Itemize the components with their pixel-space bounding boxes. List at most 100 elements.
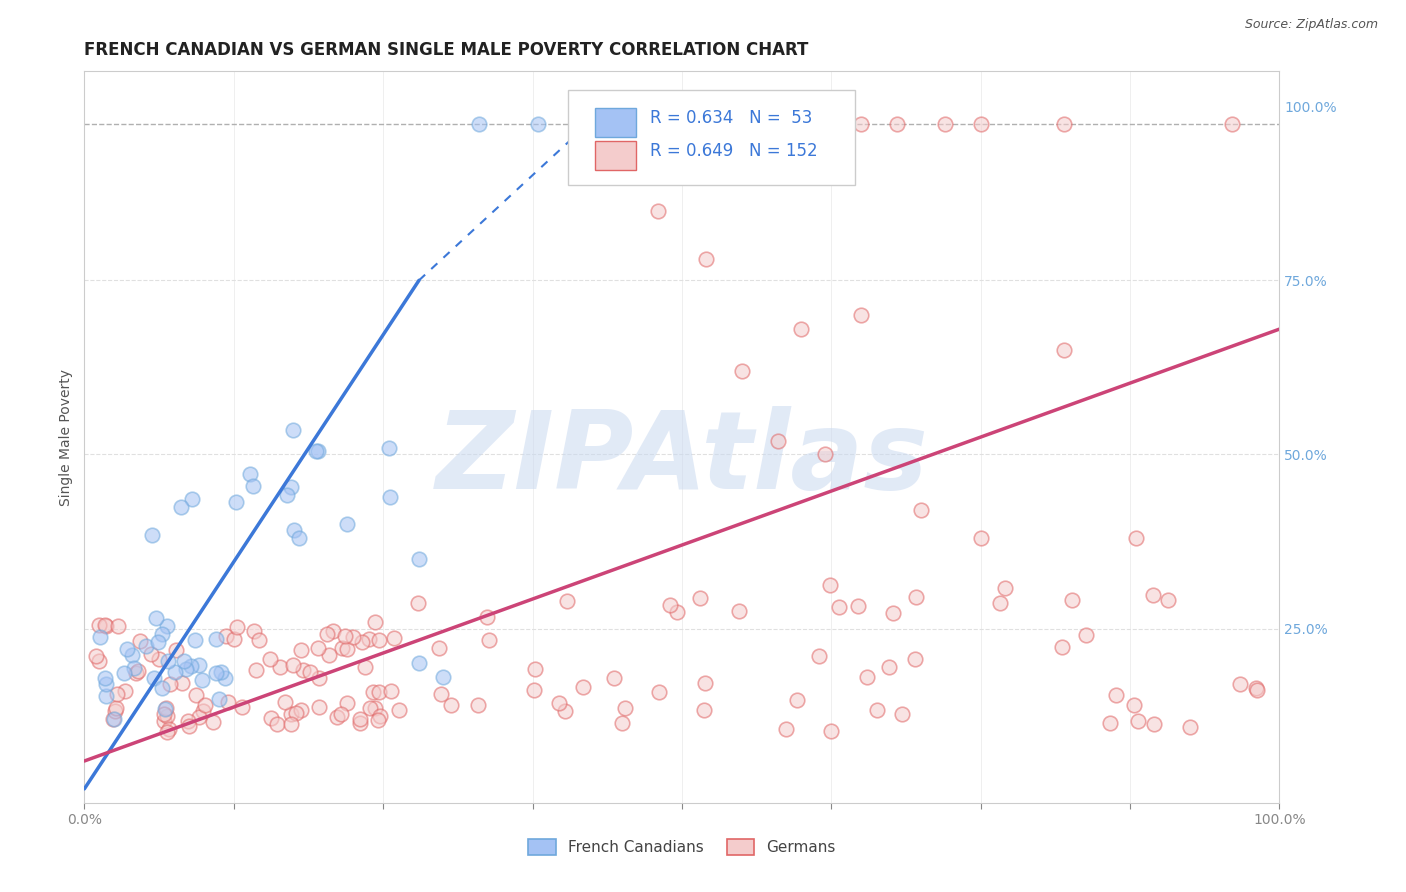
Point bbox=[326, 710, 349, 724]
Point bbox=[215, 629, 238, 643]
Point bbox=[370, 709, 392, 723]
Text: R = 0.634   N =  53: R = 0.634 N = 53 bbox=[650, 110, 813, 128]
Point bbox=[174, 662, 197, 676]
Point bbox=[775, 722, 797, 736]
Point bbox=[1229, 677, 1251, 691]
Point bbox=[225, 495, 247, 509]
Point bbox=[94, 618, 117, 632]
Point bbox=[524, 662, 547, 676]
Point bbox=[222, 632, 245, 646]
Point bbox=[336, 696, 359, 710]
Point bbox=[290, 642, 312, 657]
Point bbox=[155, 701, 177, 715]
Point bbox=[354, 660, 377, 674]
Point bbox=[239, 467, 262, 482]
Point bbox=[890, 707, 912, 722]
Point bbox=[184, 688, 207, 702]
Point bbox=[1178, 720, 1201, 734]
Point bbox=[150, 681, 173, 696]
Point bbox=[115, 641, 138, 656]
Point bbox=[150, 626, 173, 640]
Point bbox=[107, 619, 129, 633]
Point bbox=[350, 635, 373, 649]
Point bbox=[613, 701, 636, 715]
Point bbox=[305, 443, 328, 458]
Point bbox=[269, 660, 291, 674]
Point bbox=[555, 594, 578, 608]
Point bbox=[157, 723, 180, 737]
Point bbox=[170, 675, 193, 690]
Point bbox=[322, 624, 344, 639]
Point bbox=[335, 629, 357, 643]
Point bbox=[284, 706, 307, 720]
Point bbox=[1060, 593, 1083, 607]
Point bbox=[851, 117, 873, 131]
Point bbox=[380, 683, 402, 698]
Point bbox=[814, 448, 837, 462]
Point bbox=[231, 700, 253, 714]
Point bbox=[187, 657, 209, 672]
Point bbox=[217, 695, 239, 709]
Point bbox=[818, 578, 841, 592]
Point bbox=[94, 677, 117, 691]
Point bbox=[427, 640, 450, 655]
Point bbox=[201, 715, 224, 730]
Point bbox=[153, 714, 176, 729]
Point bbox=[226, 620, 249, 634]
Point bbox=[173, 654, 195, 668]
Point bbox=[856, 670, 879, 684]
Point bbox=[970, 117, 993, 131]
Point bbox=[523, 683, 546, 698]
Point bbox=[827, 117, 849, 131]
Point bbox=[689, 591, 711, 606]
Text: Source: ZipAtlas.com: Source: ZipAtlas.com bbox=[1244, 18, 1378, 31]
Point bbox=[145, 611, 167, 625]
Point bbox=[288, 531, 311, 545]
Point bbox=[156, 709, 179, 723]
Point bbox=[820, 723, 842, 738]
Point bbox=[1104, 688, 1126, 702]
Point bbox=[363, 685, 385, 699]
Point bbox=[122, 661, 145, 675]
Point bbox=[105, 687, 128, 701]
Point bbox=[165, 665, 187, 680]
Point bbox=[665, 605, 688, 619]
Point bbox=[886, 117, 908, 131]
Point bbox=[382, 631, 405, 645]
Point bbox=[1244, 681, 1267, 695]
Point bbox=[281, 657, 304, 672]
Point bbox=[89, 630, 111, 644]
Point bbox=[468, 117, 491, 131]
Point bbox=[308, 699, 330, 714]
Point bbox=[728, 604, 751, 618]
Point bbox=[280, 480, 302, 494]
Point bbox=[695, 676, 717, 690]
Point bbox=[330, 641, 353, 656]
Point bbox=[610, 716, 633, 731]
Point bbox=[378, 490, 401, 504]
Point bbox=[387, 703, 409, 717]
Point bbox=[242, 624, 264, 639]
Legend: French Canadians, Germans: French Canadians, Germans bbox=[522, 833, 842, 861]
Point bbox=[214, 672, 236, 686]
Point bbox=[156, 724, 179, 739]
FancyBboxPatch shape bbox=[595, 141, 637, 170]
Point bbox=[299, 665, 322, 680]
Point bbox=[430, 687, 453, 701]
Point bbox=[349, 712, 371, 726]
Point bbox=[169, 500, 191, 514]
FancyBboxPatch shape bbox=[595, 108, 637, 137]
Point bbox=[1050, 640, 1073, 654]
Point bbox=[367, 632, 389, 647]
Point bbox=[96, 619, 118, 633]
Point bbox=[988, 596, 1011, 610]
Text: ZIPAtlas: ZIPAtlas bbox=[436, 406, 928, 512]
Point bbox=[249, 632, 271, 647]
Point bbox=[467, 698, 489, 712]
Point bbox=[276, 488, 298, 502]
Point bbox=[146, 634, 169, 648]
Point bbox=[103, 712, 125, 726]
Point bbox=[1128, 714, 1150, 728]
Point bbox=[766, 434, 789, 448]
Point bbox=[273, 695, 295, 709]
